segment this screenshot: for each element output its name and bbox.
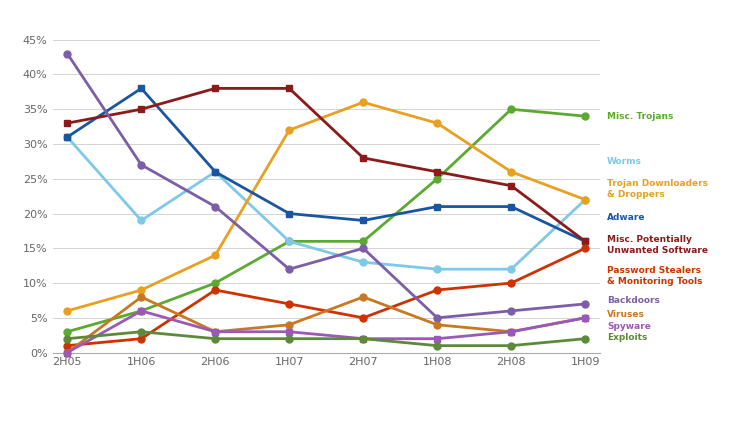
Text: Exploits: Exploits <box>607 333 647 342</box>
Text: Adware: Adware <box>607 212 646 221</box>
Text: Misc. Trojans: Misc. Trojans <box>607 112 674 121</box>
Text: Backdoors: Backdoors <box>607 296 660 305</box>
Text: Misc. Potentially
Unwanted Software: Misc. Potentially Unwanted Software <box>607 235 708 255</box>
Text: Viruses: Viruses <box>607 310 645 319</box>
Text: Spyware: Spyware <box>607 322 651 331</box>
Text: Password Stealers
& Monitoring Tools: Password Stealers & Monitoring Tools <box>607 267 703 286</box>
Text: Worms: Worms <box>607 157 642 166</box>
Text: Trojan Downloaders
& Droppers: Trojan Downloaders & Droppers <box>607 179 708 199</box>
